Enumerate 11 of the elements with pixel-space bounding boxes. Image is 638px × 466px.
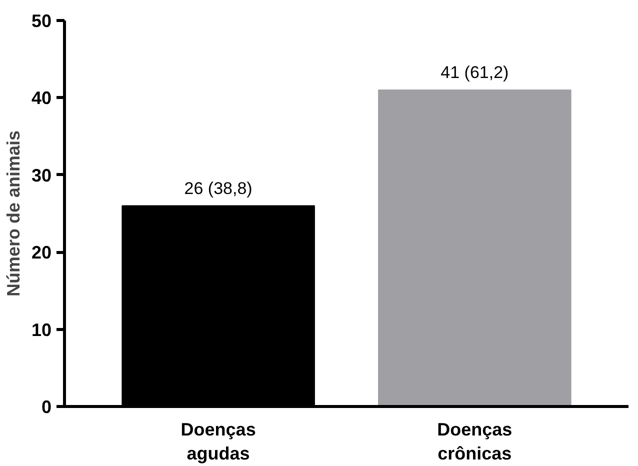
y-tick-label: 40 xyxy=(31,88,52,108)
y-tick-label: 10 xyxy=(31,320,52,340)
y-tick-label: 0 xyxy=(41,397,52,417)
x-tick-label: Doenças agudas xyxy=(180,420,256,464)
y-tick-label: 30 xyxy=(31,165,52,186)
y-tick-label: 50 xyxy=(31,11,52,31)
data-label: 41 (61,2) xyxy=(440,62,509,82)
data-label: 26 (38,8) xyxy=(184,178,252,198)
y-axis-title: Número de animais xyxy=(3,130,24,297)
x-tick-label: Doenças crônicas xyxy=(437,420,512,464)
y-tick-label: 20 xyxy=(31,242,52,263)
